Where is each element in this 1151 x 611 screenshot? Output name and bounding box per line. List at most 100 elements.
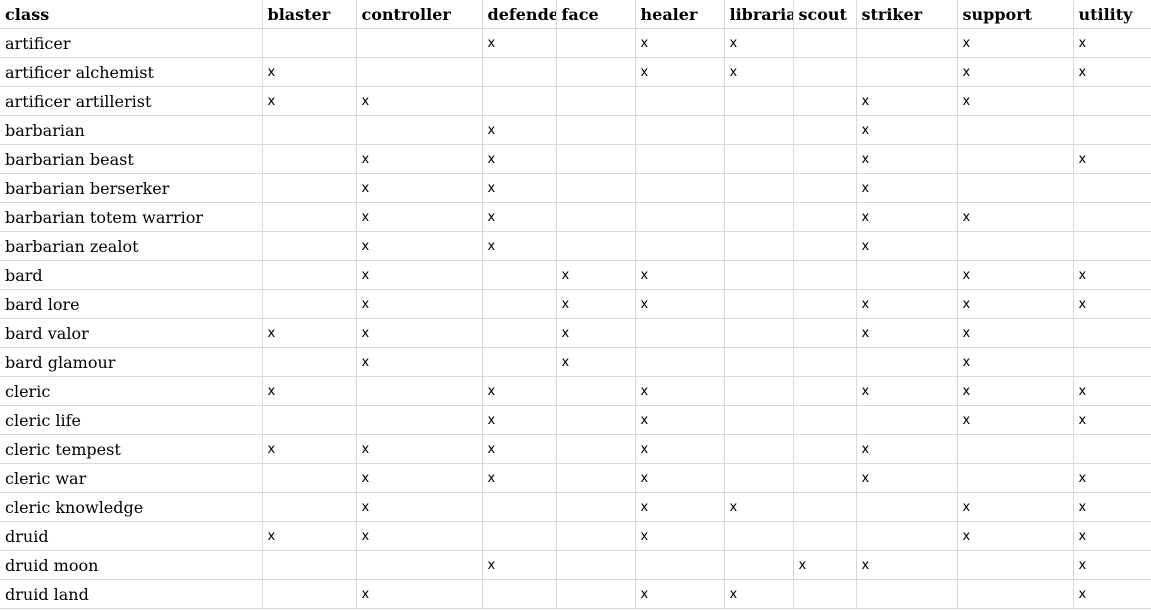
role-cell-defender[interactable]: x [482, 434, 557, 464]
role-cell-controller[interactable]: x [356, 521, 483, 551]
role-cell-controller[interactable]: x [356, 289, 483, 319]
role-cell-utility[interactable] [1073, 318, 1151, 348]
role-cell-healer[interactable] [635, 318, 725, 348]
role-cell-face[interactable] [556, 28, 636, 58]
role-cell-librarian[interactable]: x [724, 579, 794, 609]
role-cell-face[interactable] [556, 521, 636, 551]
role-cell-defender[interactable]: x [482, 550, 557, 580]
role-cell-controller[interactable]: x [356, 202, 483, 232]
role-cell-striker[interactable]: x [856, 463, 958, 493]
role-cell-healer[interactable] [635, 550, 725, 580]
role-cell-support[interactable]: x [957, 202, 1074, 232]
role-cell-healer[interactable]: x [635, 260, 725, 290]
role-cell-support[interactable] [957, 144, 1074, 174]
role-cell-support[interactable]: x [957, 376, 1074, 406]
role-cell-utility[interactable] [1073, 231, 1151, 261]
role-cell-defender[interactable]: x [482, 405, 557, 435]
role-cell-scout[interactable]: x [793, 550, 857, 580]
role-cell-blaster[interactable]: x [262, 434, 357, 464]
role-cell-scout[interactable] [793, 434, 857, 464]
role-cell-scout[interactable] [793, 492, 857, 522]
column-header-librarian[interactable]: librarian [724, 0, 794, 29]
role-cell-scout[interactable] [793, 57, 857, 87]
role-cell-blaster[interactable] [262, 231, 357, 261]
role-cell-face[interactable] [556, 579, 636, 609]
role-cell-controller[interactable]: x [356, 144, 483, 174]
class-name-cell[interactable]: druid moon [0, 550, 263, 580]
role-cell-utility[interactable]: x [1073, 144, 1151, 174]
role-cell-healer[interactable] [635, 144, 725, 174]
role-cell-defender[interactable] [482, 521, 557, 551]
role-cell-healer[interactable]: x [635, 521, 725, 551]
role-cell-librarian[interactable]: x [724, 492, 794, 522]
role-cell-scout[interactable] [793, 173, 857, 203]
role-cell-scout[interactable] [793, 202, 857, 232]
class-name-cell[interactable]: barbarian zealot [0, 231, 263, 261]
role-cell-scout[interactable] [793, 521, 857, 551]
column-header-class[interactable]: class [0, 0, 263, 29]
role-cell-face[interactable] [556, 492, 636, 522]
role-cell-striker[interactable] [856, 579, 958, 609]
role-cell-defender[interactable]: x [482, 463, 557, 493]
role-cell-blaster[interactable]: x [262, 86, 357, 116]
role-cell-face[interactable] [556, 376, 636, 406]
role-cell-blaster[interactable] [262, 144, 357, 174]
role-cell-defender[interactable] [482, 492, 557, 522]
role-cell-striker[interactable] [856, 347, 958, 377]
column-header-defender[interactable]: defender [482, 0, 557, 29]
role-cell-controller[interactable] [356, 115, 483, 145]
role-cell-blaster[interactable] [262, 579, 357, 609]
role-cell-librarian[interactable] [724, 231, 794, 261]
role-cell-defender[interactable]: x [482, 231, 557, 261]
role-cell-scout[interactable] [793, 579, 857, 609]
role-cell-striker[interactable]: x [856, 289, 958, 319]
role-cell-face[interactable] [556, 405, 636, 435]
role-cell-support[interactable] [957, 231, 1074, 261]
role-cell-striker[interactable] [856, 260, 958, 290]
role-cell-librarian[interactable] [724, 173, 794, 203]
role-cell-support[interactable]: x [957, 318, 1074, 348]
role-cell-face[interactable] [556, 173, 636, 203]
role-cell-defender[interactable] [482, 318, 557, 348]
role-cell-healer[interactable] [635, 115, 725, 145]
role-cell-defender[interactable]: x [482, 144, 557, 174]
role-cell-support[interactable]: x [957, 405, 1074, 435]
role-cell-utility[interactable]: x [1073, 376, 1151, 406]
role-cell-blaster[interactable] [262, 550, 357, 580]
role-cell-scout[interactable] [793, 376, 857, 406]
role-cell-utility[interactable] [1073, 173, 1151, 203]
role-cell-librarian[interactable] [724, 260, 794, 290]
role-cell-controller[interactable]: x [356, 173, 483, 203]
role-cell-librarian[interactable] [724, 86, 794, 116]
role-cell-utility[interactable]: x [1073, 28, 1151, 58]
role-cell-blaster[interactable] [262, 173, 357, 203]
role-cell-striker[interactable] [856, 405, 958, 435]
class-name-cell[interactable]: barbarian beast [0, 144, 263, 174]
class-name-cell[interactable]: bard lore [0, 289, 263, 319]
role-cell-controller[interactable]: x [356, 492, 483, 522]
role-cell-librarian[interactable]: x [724, 28, 794, 58]
role-cell-blaster[interactable] [262, 463, 357, 493]
role-cell-striker[interactable] [856, 57, 958, 87]
role-cell-blaster[interactable]: x [262, 376, 357, 406]
role-cell-support[interactable]: x [957, 347, 1074, 377]
role-cell-support[interactable]: x [957, 28, 1074, 58]
role-cell-healer[interactable]: x [635, 579, 725, 609]
role-cell-librarian[interactable] [724, 318, 794, 348]
class-name-cell[interactable]: artificer [0, 28, 263, 58]
role-cell-face[interactable] [556, 115, 636, 145]
role-cell-controller[interactable]: x [356, 463, 483, 493]
role-cell-controller[interactable]: x [356, 260, 483, 290]
role-cell-utility[interactable] [1073, 86, 1151, 116]
role-cell-controller[interactable]: x [356, 231, 483, 261]
role-cell-blaster[interactable]: x [262, 57, 357, 87]
role-cell-defender[interactable]: x [482, 28, 557, 58]
role-cell-blaster[interactable] [262, 28, 357, 58]
role-cell-face[interactable] [556, 86, 636, 116]
role-cell-healer[interactable] [635, 231, 725, 261]
role-cell-utility[interactable]: x [1073, 579, 1151, 609]
role-cell-blaster[interactable] [262, 115, 357, 145]
role-cell-scout[interactable] [793, 86, 857, 116]
column-header-healer[interactable]: healer [635, 0, 725, 29]
role-cell-utility[interactable]: x [1073, 260, 1151, 290]
